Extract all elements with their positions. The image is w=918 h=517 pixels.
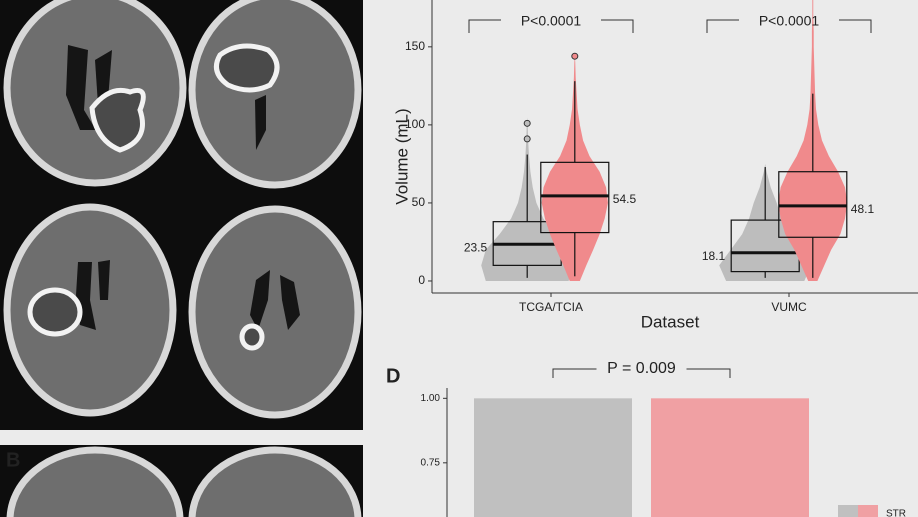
ventricle [255,95,266,150]
violin [541,54,608,281]
legend-label: STR [886,509,906,517]
bracket [552,368,731,378]
ventricle [66,45,96,130]
mri-scan [188,0,362,189]
x-tick-label: TCGA/TCIA [519,300,583,314]
median-label: 18.1 [702,249,726,263]
bar [474,398,632,517]
outlier [523,119,531,127]
x-axis-title: Dataset [641,312,700,331]
ventricle [98,260,110,300]
y-axis-title: Volume (mL) [392,108,411,204]
y-tick-label: 50 [412,195,426,209]
y-tick-label: 1.00 [421,393,441,404]
ventricle [280,275,300,330]
median-label: 54.5 [613,192,637,206]
box [540,161,610,234]
panel-label: D [386,365,400,387]
mri-scan [188,446,362,517]
annotation: P<0.0001 [521,13,582,29]
y-tick-label: 150 [405,39,425,53]
mri-scans [3,0,362,517]
median-label: 23.5 [464,240,488,254]
annotation: P = 0.009 [607,360,676,377]
y-tick-label: 0.75 [421,457,441,468]
lesions [27,43,280,351]
lesion [89,87,146,153]
mri-scan [6,446,184,517]
bar [651,398,809,517]
x-tick-label: VUMC [771,300,807,314]
ventricles [66,45,300,330]
outlier [523,135,531,143]
y-tick-label: 0 [418,273,425,287]
mri-scan [3,0,187,187]
y-tick-label: 100 [405,117,425,131]
lesion [27,287,83,337]
bracket [468,19,634,33]
lesion [213,43,280,93]
panel-label: B [6,449,20,471]
ventricle [250,270,270,330]
annotation: P<0.0001 [759,13,820,29]
outlier [571,52,579,60]
legend-swatch [838,505,858,517]
mri-scan [188,205,362,419]
median-label: 48.1 [851,202,875,216]
legend-swatch [858,505,878,517]
lesion [239,323,265,351]
mri-panel [0,0,363,517]
bracket [706,19,872,33]
